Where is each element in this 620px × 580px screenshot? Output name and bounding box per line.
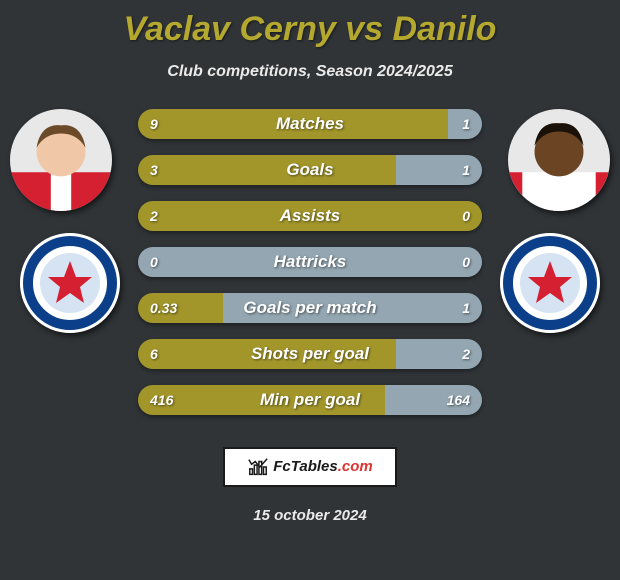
stat-row: 91Matches — [138, 109, 482, 139]
bar-right — [385, 385, 482, 415]
subtitle: Club competitions, Season 2024/2025 — [0, 63, 620, 81]
portrait-icon — [508, 109, 610, 211]
bar-right — [396, 155, 482, 185]
club-badge-icon — [500, 233, 600, 333]
stat-bars: 91Matches 31Goals 20Assists 00Hattricks 0.33… — [138, 109, 482, 431]
brand-logo: FcTables.com — [223, 447, 397, 487]
bar-right — [448, 109, 482, 139]
bar-right — [396, 339, 482, 369]
bar-right — [223, 293, 482, 323]
brand-suffix: .com — [338, 458, 373, 475]
stat-row: 00Hattricks — [138, 247, 482, 277]
stat-row: 0.331Goals per match — [138, 293, 482, 323]
stat-row: 62Shots per goal — [138, 339, 482, 369]
comparison-chart: 91Matches 31Goals 20Assists 00Hattricks 0.33… — [0, 109, 620, 429]
club-badge-icon — [20, 233, 120, 333]
stat-row: 20Assists — [138, 201, 482, 231]
bar-left — [138, 109, 448, 139]
portrait-icon — [10, 109, 112, 211]
bar-left — [138, 385, 385, 415]
player-right-avatar — [508, 109, 610, 211]
brand-name: FcTables — [273, 458, 337, 475]
player-left-avatar — [10, 109, 112, 211]
bar-left — [138, 293, 223, 323]
bar-left — [138, 339, 396, 369]
bar-left — [138, 201, 482, 231]
bar-left — [138, 247, 482, 277]
stat-row: 31Goals — [138, 155, 482, 185]
date-text: 15 october 2024 — [0, 507, 620, 524]
stat-row: 416164Min per goal — [138, 385, 482, 415]
player-left-club-badge — [20, 233, 120, 333]
bar-left — [138, 155, 396, 185]
player-right-club-badge — [500, 233, 600, 333]
page-title: Vaclav Cerny vs Danilo — [0, 0, 620, 49]
chart-icon — [247, 456, 269, 478]
